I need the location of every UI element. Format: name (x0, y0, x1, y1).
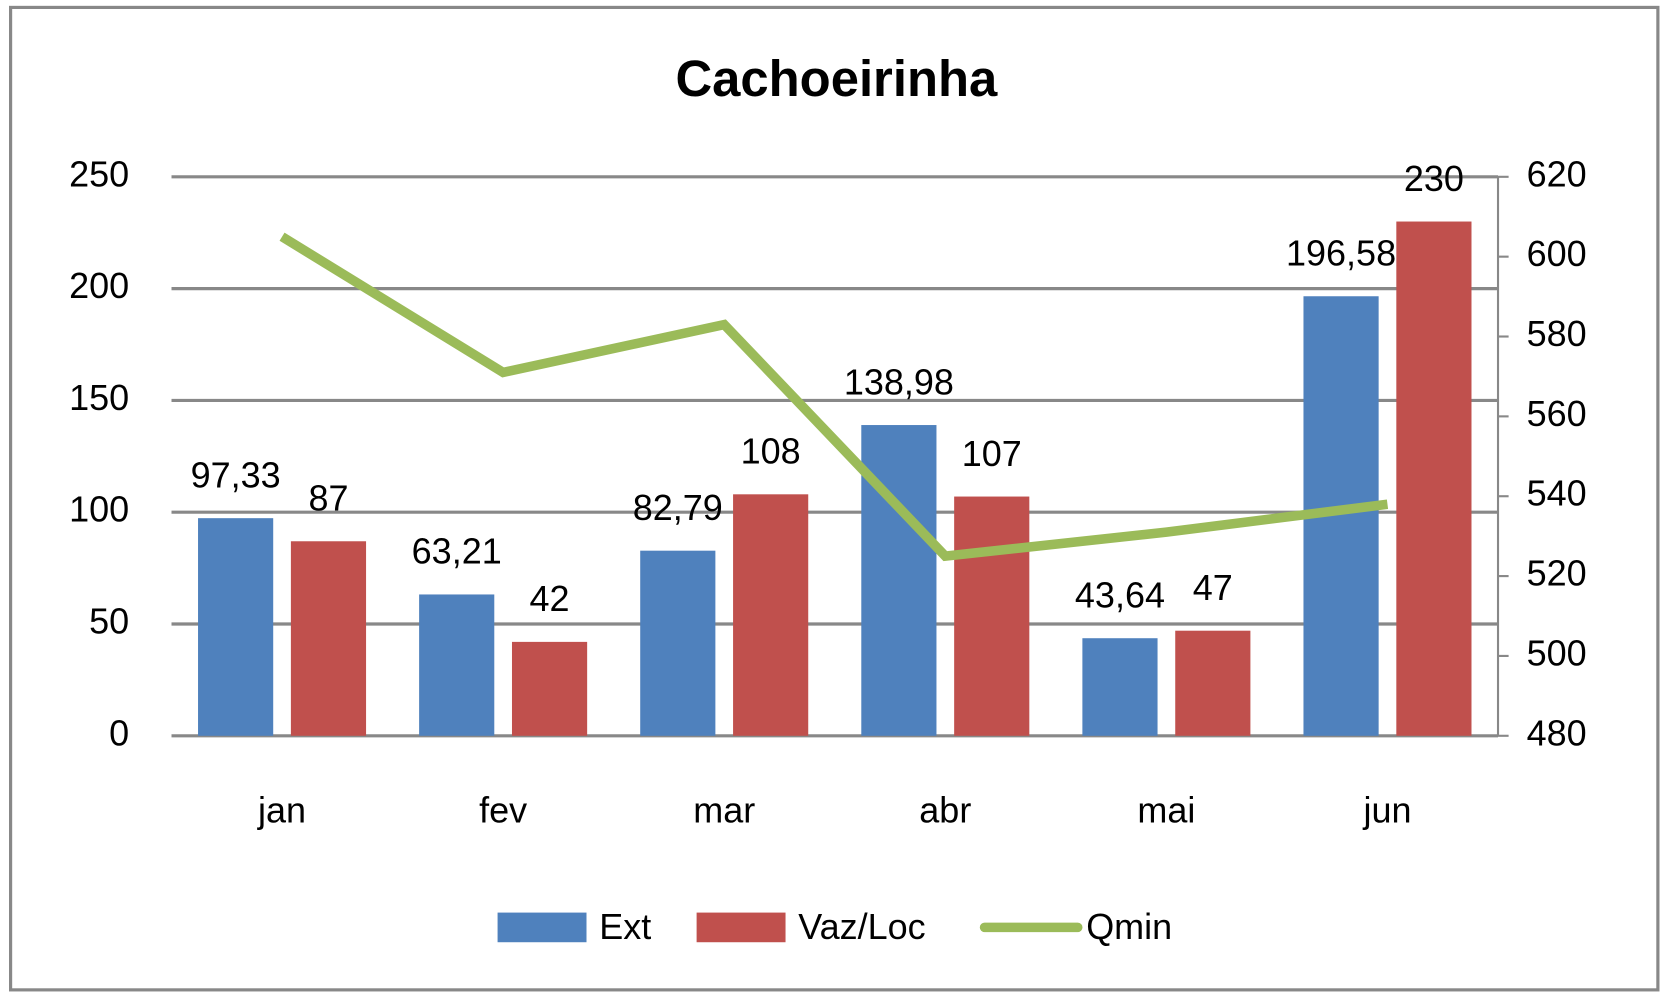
x-tick-label: abr (919, 790, 971, 831)
value-label: 43,64 (1075, 574, 1165, 615)
y2-tick-label: 480 (1527, 712, 1587, 753)
x-tick-label: fev (479, 790, 527, 831)
bar (733, 494, 809, 736)
chart-title: Cachoeirinha (675, 50, 998, 107)
y2-tick-label: 620 (1527, 153, 1587, 194)
x-tick-label: mai (1137, 790, 1195, 831)
bar (198, 518, 274, 736)
bar (290, 541, 367, 736)
chart-frame (8, 5, 1660, 992)
value-label: 108 (741, 431, 801, 472)
value-label: 42 (530, 578, 570, 619)
bar (511, 641, 588, 736)
value-label: 230 (1404, 158, 1464, 199)
bar (954, 496, 1030, 736)
bar (640, 550, 716, 736)
bar (1396, 221, 1472, 736)
y-tick-label: 100 (69, 489, 129, 530)
y2-tick-label: 560 (1527, 393, 1587, 434)
legend-label: Qmin (1086, 906, 1172, 947)
y-tick-label: 0 (109, 712, 129, 753)
bar (861, 425, 937, 736)
bar (1175, 630, 1251, 736)
y-tick-label: 250 (69, 153, 129, 194)
value-label: 82,79 (633, 487, 723, 528)
legend-label: Vaz/Loc (798, 906, 925, 947)
y2-tick-label: 520 (1527, 553, 1587, 594)
y2-tick-label: 500 (1527, 632, 1587, 673)
legend-label: Ext (599, 906, 651, 947)
value-label: 196,58 (1286, 233, 1396, 274)
value-label: 97,33 (191, 454, 281, 495)
x-tick-label: jan (257, 790, 306, 831)
value-label: 47 (1193, 567, 1233, 608)
value-label: 107 (962, 433, 1022, 474)
value-label: 138,98 (844, 361, 954, 402)
y-tick-label: 150 (69, 377, 129, 418)
y2-tick-label: 580 (1527, 313, 1587, 354)
x-tick-label: jun (1362, 790, 1411, 831)
bar (1082, 638, 1158, 736)
value-label: 63,21 (412, 531, 502, 572)
y2-tick-label: 600 (1527, 233, 1587, 274)
bar (419, 594, 495, 736)
legend-swatch (696, 912, 786, 943)
y2-tick-label: 540 (1527, 473, 1587, 514)
y-tick-label: 50 (89, 600, 129, 641)
x-tick-label: mar (693, 790, 755, 831)
line-series (279, 232, 1389, 562)
value-label: 87 (308, 478, 348, 519)
legend-swatch (497, 912, 587, 943)
y-tick-label: 200 (69, 265, 129, 306)
